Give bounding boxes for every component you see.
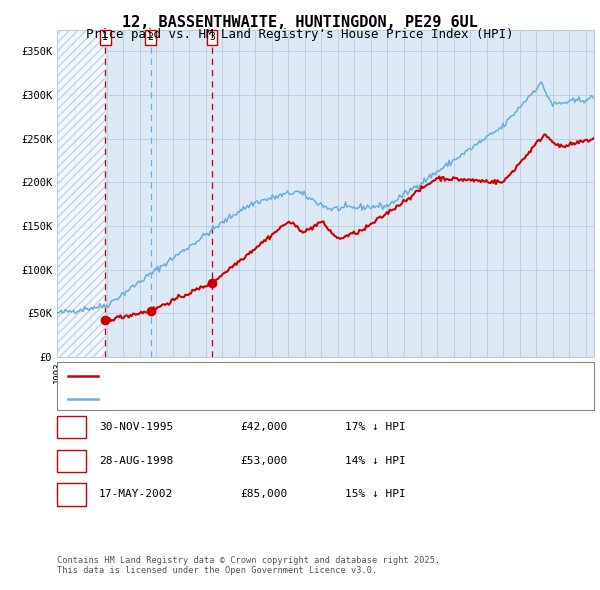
Text: 12, BASSENTHWAITE, HUNTINGDON, PE29 6UL: 12, BASSENTHWAITE, HUNTINGDON, PE29 6UL [122, 15, 478, 30]
Text: 1: 1 [103, 32, 108, 42]
Text: Price paid vs. HM Land Registry's House Price Index (HPI): Price paid vs. HM Land Registry's House … [86, 28, 514, 41]
Text: 2: 2 [68, 456, 75, 466]
Text: 14% ↓ HPI: 14% ↓ HPI [345, 456, 406, 466]
Text: £85,000: £85,000 [240, 490, 287, 499]
Text: 28-AUG-1998: 28-AUG-1998 [99, 456, 173, 466]
Bar [57, 30, 105, 357]
Text: 1: 1 [68, 422, 75, 432]
Text: 3: 3 [68, 490, 75, 499]
Text: Contains HM Land Registry data © Crown copyright and database right 2025.
This d: Contains HM Land Registry data © Crown c… [57, 556, 440, 575]
Text: 15% ↓ HPI: 15% ↓ HPI [345, 490, 406, 499]
Text: 2: 2 [148, 32, 154, 42]
Text: 17-MAY-2002: 17-MAY-2002 [99, 490, 173, 499]
Text: 17% ↓ HPI: 17% ↓ HPI [345, 422, 406, 432]
Text: HPI: Average price, semi-detached house, Huntingdonshire: HPI: Average price, semi-detached house,… [102, 395, 431, 404]
Text: 12, BASSENTHWAITE, HUNTINGDON, PE29 6UL (semi-detached house): 12, BASSENTHWAITE, HUNTINGDON, PE29 6UL … [102, 372, 460, 381]
Text: £53,000: £53,000 [240, 456, 287, 466]
Text: £42,000: £42,000 [240, 422, 287, 432]
Text: 30-NOV-1995: 30-NOV-1995 [99, 422, 173, 432]
Text: 3: 3 [209, 32, 215, 42]
